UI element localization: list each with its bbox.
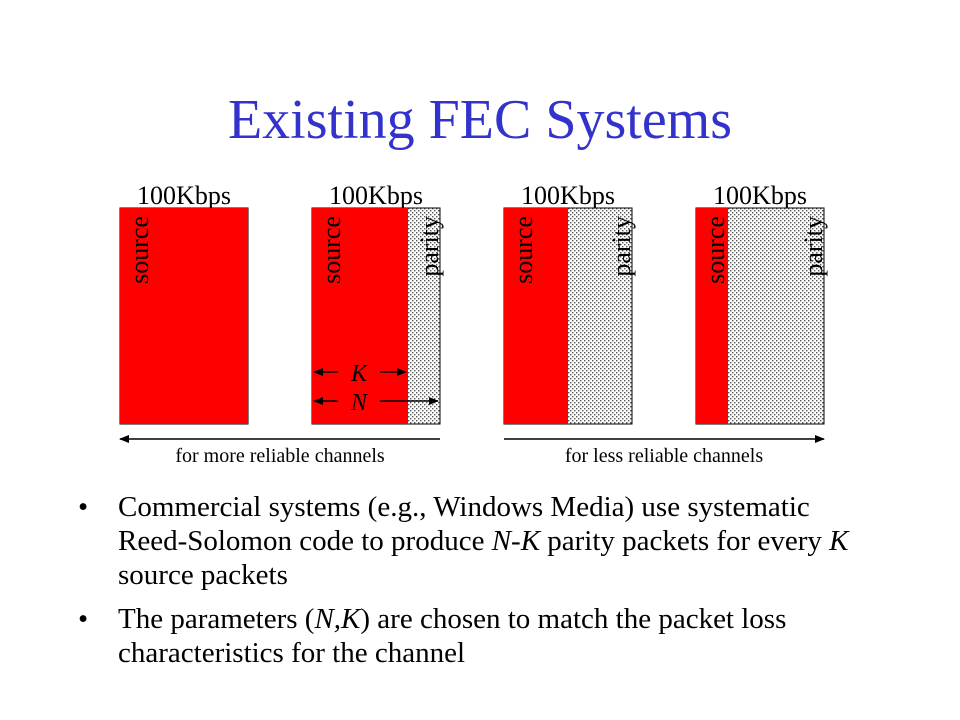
page-title: Existing FEC Systems xyxy=(227,89,733,151)
bullet-dot: • xyxy=(78,491,89,523)
column-4: 100Kbps source parity xyxy=(695,181,828,425)
source-block-3 xyxy=(504,208,568,424)
source-block-1 xyxy=(120,208,248,424)
rate-label-1: 100Kbps xyxy=(137,181,231,210)
column-2: 100Kbps source parity K N xyxy=(311,181,444,425)
bullet-1-nk: N-K xyxy=(491,525,541,557)
bullet-1-k: K xyxy=(829,525,849,557)
source-label-3: source xyxy=(509,216,538,284)
rate-label-2: 100Kbps xyxy=(329,181,423,210)
bullet-item-2: • The parameters (N,K) are chosen to mat… xyxy=(78,602,868,670)
parity-label-4: parity xyxy=(799,216,828,277)
bullet-list: • Commercial systems (e.g., Windows Medi… xyxy=(78,490,868,680)
source-label-1: source xyxy=(125,216,154,284)
less-reliable-caption: for less reliable channels xyxy=(565,445,763,467)
bullet-2-text: The parameters ( xyxy=(118,603,315,635)
rate-label-4: 100Kbps xyxy=(713,181,807,210)
bullet-2-text-2: ) are chosen to match the packet loss ch… xyxy=(118,603,787,669)
source-block-2 xyxy=(312,208,408,424)
rate-label-3: 100Kbps xyxy=(521,181,615,210)
k-marker-label: K xyxy=(350,361,369,387)
source-label-4: source xyxy=(701,216,730,284)
fec-diagram: 100Kbps source 100Kbps source parity K N… xyxy=(119,181,828,467)
column-3: 100Kbps source parity xyxy=(503,181,636,425)
source-block-4 xyxy=(696,208,728,424)
bullet-1-text-2: parity packets for every xyxy=(540,525,830,557)
bullet-item-1: • Commercial systems (e.g., Windows Medi… xyxy=(78,490,868,592)
parity-label-2: parity xyxy=(415,216,444,277)
bullet-dot: • xyxy=(78,603,89,635)
bullet-2-nk: N,K xyxy=(314,603,361,635)
source-label-2: source xyxy=(317,216,346,284)
bullet-1-text: Commercial systems (e.g., Windows Media)… xyxy=(118,491,810,557)
parity-label-3: parity xyxy=(607,216,636,277)
column-1: 100Kbps source xyxy=(119,181,249,425)
more-reliable-caption: for more reliable channels xyxy=(175,445,385,467)
bullet-1-text-3: source packets xyxy=(118,559,288,591)
n-marker-label: N xyxy=(350,390,369,416)
